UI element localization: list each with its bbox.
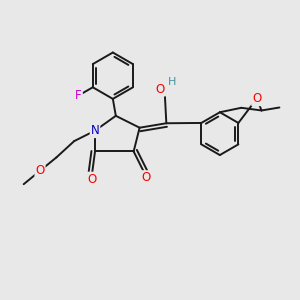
Text: O: O: [35, 164, 45, 177]
Text: O: O: [156, 82, 165, 96]
Text: H: H: [168, 76, 176, 87]
Text: F: F: [75, 89, 82, 102]
Text: O: O: [252, 92, 261, 105]
Text: O: O: [141, 171, 150, 184]
Text: O: O: [87, 172, 97, 186]
Text: N: N: [91, 124, 99, 137]
